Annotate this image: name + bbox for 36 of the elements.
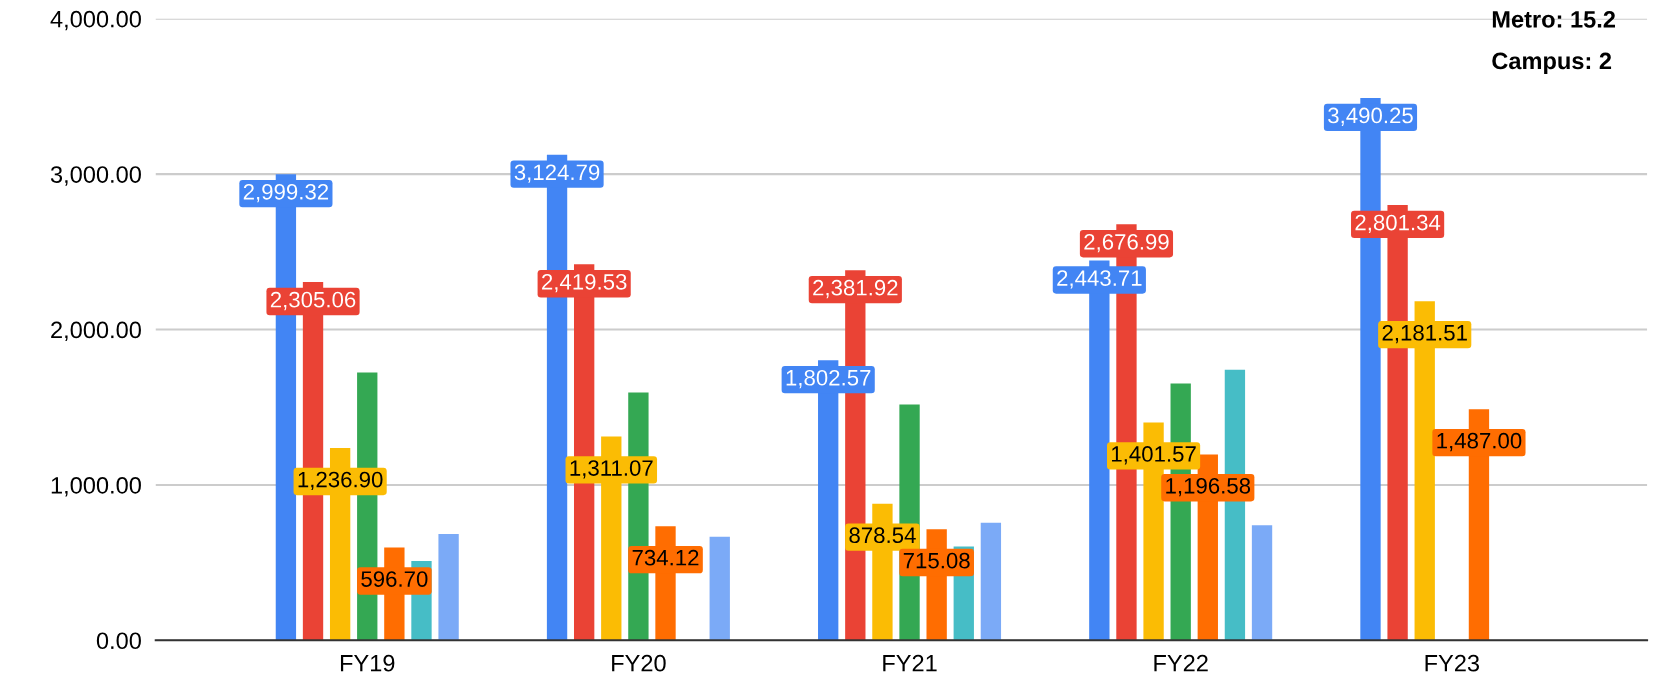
data-label: 1,401.57 (1112, 446, 1196, 465)
data-label: 2,676.99 (1084, 233, 1169, 253)
annotation: Campus: 2 (1492, 52, 1612, 74)
data-label: 596.70 (361, 571, 428, 587)
annotation: Metro: 15.2 (1492, 11, 1615, 28)
data-label: 1,311.07 (570, 460, 653, 479)
y-tick-label: 3,000.00 (50, 166, 141, 186)
data-label: 2,181.51 (1382, 324, 1467, 344)
data-label: 1,196.58 (1166, 477, 1251, 497)
data-label: 3,490.25 (1328, 107, 1413, 126)
data-label: 1,236.90 (298, 471, 383, 491)
data-label: 2,801.34 (1355, 214, 1441, 234)
data-label: 2,999.32 (243, 183, 329, 203)
y-tick-label: 4,000.00 (50, 10, 141, 31)
data-label: 1,487.00 (1437, 432, 1522, 452)
data-label: 1,802.57 (786, 369, 871, 389)
data-label: 2,381.92 (813, 279, 898, 299)
data-label: 2,443.71 (1057, 270, 1142, 289)
bar (709, 536, 730, 641)
data-label: 2,419.53 (542, 274, 627, 293)
data-label: 878.54 (849, 527, 916, 544)
x-tick-label: FY22 (1154, 654, 1208, 672)
data-label: 3,124.79 (514, 164, 600, 183)
bar (980, 522, 1002, 641)
x-tick-label: FY21 (883, 654, 937, 672)
x-tick-label: FY20 (612, 654, 666, 672)
x-tick-label: FY23 (1425, 654, 1480, 672)
x-tick-label: FY19 (340, 654, 395, 672)
y-tick-label: 2,000.00 (51, 321, 141, 342)
y-tick-label: 0.00 (96, 632, 141, 650)
bar (1251, 525, 1273, 641)
data-label: 734.12 (632, 549, 699, 566)
y-tick-label: 1,000.00 (51, 476, 141, 497)
data-label: 2,305.06 (270, 291, 356, 311)
data-label: 715.08 (903, 552, 970, 569)
bar (438, 534, 459, 641)
